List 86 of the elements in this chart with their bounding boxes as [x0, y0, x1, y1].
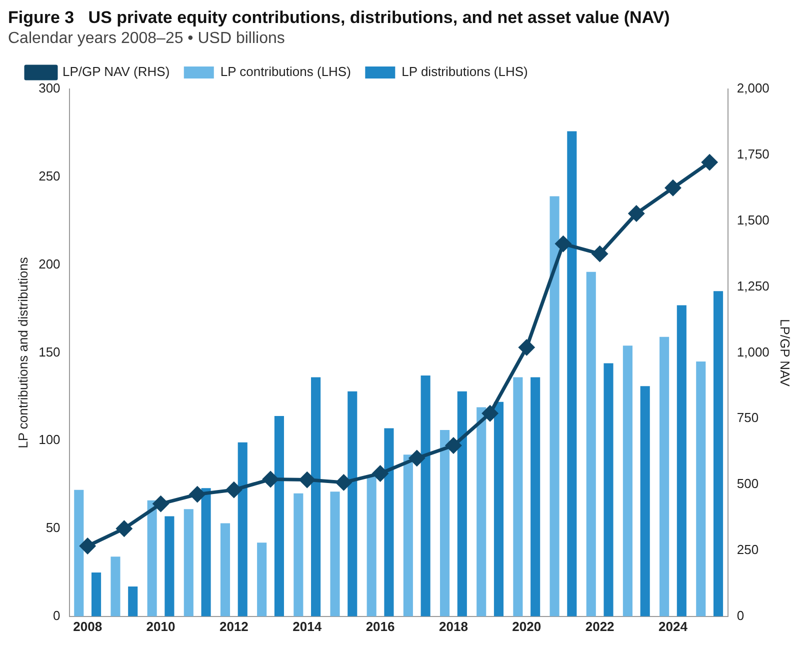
legend-label: LP contributions (LHS) — [220, 64, 351, 80]
y2-tick-label: 500 — [736, 476, 759, 492]
x-tick-label: 2012 — [219, 618, 248, 634]
y2-tick-label: 750 — [736, 410, 759, 426]
x-tick-label: 2020 — [512, 618, 542, 634]
point — [482, 406, 498, 422]
y-tick-label: 300 — [38, 80, 60, 96]
x-tick-label: 2018 — [439, 618, 468, 634]
bar — [567, 131, 577, 616]
point — [702, 154, 718, 170]
bar — [220, 523, 230, 616]
bar — [457, 391, 467, 616]
point — [262, 472, 278, 488]
point — [226, 482, 242, 498]
point — [446, 438, 462, 454]
bar — [622, 346, 632, 616]
bar — [476, 407, 486, 616]
chart-subtitle: Calendar years 2008–25 • USD billions — [8, 30, 286, 48]
y2-tick-label: 1,250 — [736, 278, 770, 294]
bar — [713, 291, 724, 616]
bar — [366, 476, 376, 616]
point — [80, 538, 96, 554]
bar — [147, 500, 157, 616]
bar — [128, 586, 138, 616]
bar — [274, 416, 284, 616]
point — [409, 450, 425, 466]
x-tick-label: 2010 — [146, 618, 176, 634]
bar — [74, 490, 84, 616]
y-tick-label: 150 — [38, 344, 60, 360]
y-axis-title: LP contributions and distributions — [15, 256, 30, 448]
point — [555, 236, 571, 252]
point — [336, 474, 352, 490]
y2-tick-label: 250 — [736, 542, 759, 558]
point — [592, 246, 608, 262]
bar — [384, 428, 394, 616]
y-tick-label: 50 — [46, 520, 60, 536]
y-tick-label: 200 — [38, 256, 60, 272]
point — [628, 206, 644, 222]
y2-tick-label: 1,750 — [736, 146, 770, 162]
bar — [676, 305, 686, 616]
y2-axis-title: LP/GP NAV — [778, 318, 793, 387]
point — [116, 520, 132, 536]
bar — [640, 386, 650, 616]
y2-tick-label: 2,000 — [736, 80, 770, 96]
bar — [330, 492, 340, 616]
bar — [513, 377, 523, 616]
y2-tick-label: 1,500 — [736, 212, 770, 228]
y-tick-label: 250 — [38, 168, 60, 184]
legend-label: LP/GP NAV (RHS) — [62, 64, 170, 80]
bar — [403, 454, 413, 616]
bar — [294, 493, 304, 616]
bar — [311, 377, 321, 616]
bar — [110, 556, 120, 616]
x-tick-label: 2014 — [292, 618, 322, 634]
bar — [348, 391, 358, 616]
bar — [420, 376, 430, 616]
point — [190, 486, 206, 502]
bar — [201, 488, 211, 616]
legend-label: LP distributions (LHS) — [402, 64, 528, 80]
chart-title: Figure 3 US private equity contributions, distributions, and net asset value (NAV) — [8, 8, 671, 28]
bar — [530, 377, 540, 616]
point — [153, 496, 169, 512]
x-tick-label: 2024 — [658, 618, 688, 634]
bar — [660, 336, 670, 616]
point — [299, 472, 315, 488]
bar — [440, 430, 450, 616]
bar — [184, 509, 194, 616]
y2-tick-label: 1,000 — [736, 344, 770, 360]
x-tick-label: 2022 — [585, 618, 614, 634]
point — [665, 180, 681, 196]
y2-tick-label: 0 — [736, 608, 744, 623]
y-tick-label: 100 — [38, 432, 60, 448]
point — [372, 466, 388, 482]
bar — [164, 516, 174, 616]
y-tick-label: 0 — [53, 608, 60, 623]
bar — [550, 196, 560, 616]
point — [518, 340, 534, 356]
bar — [494, 402, 504, 616]
bar — [257, 542, 267, 616]
bar — [696, 361, 706, 616]
bar — [238, 442, 248, 616]
bar — [604, 363, 614, 616]
x-tick-label: 2016 — [366, 618, 395, 634]
bar — [91, 572, 102, 616]
x-tick-label: 2008 — [73, 618, 102, 634]
bar — [586, 272, 596, 616]
